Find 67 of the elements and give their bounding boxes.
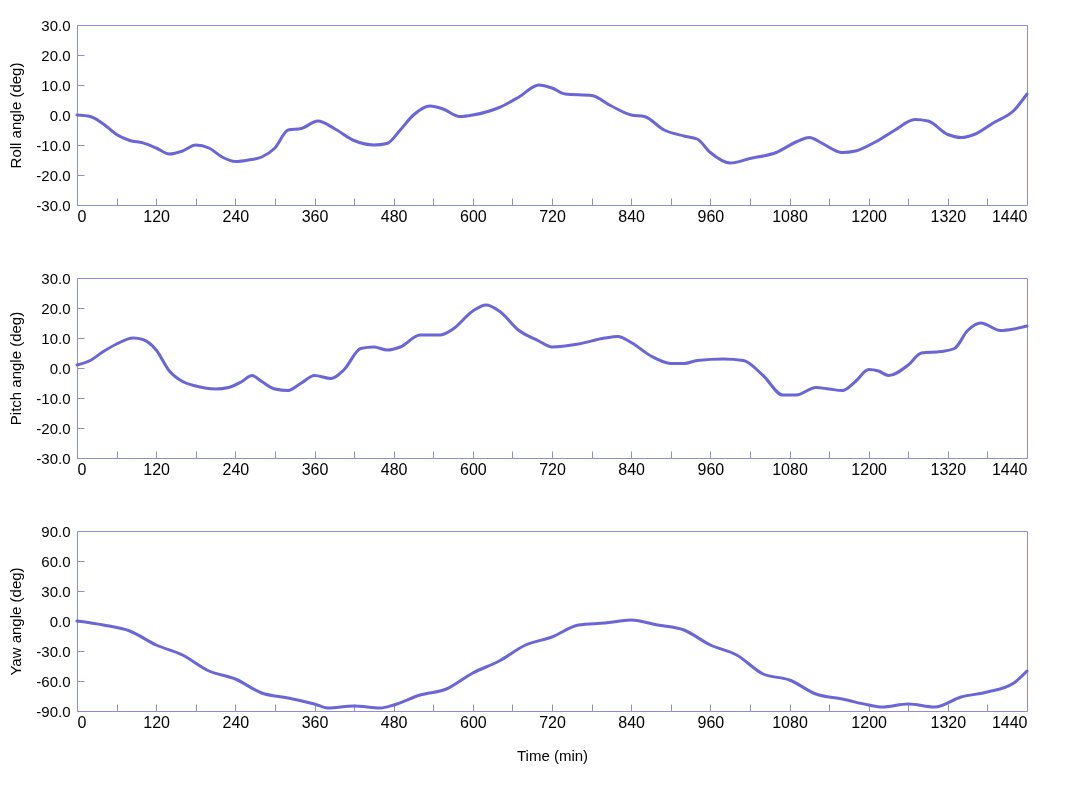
y-axis-title: Pitch angle (deg) <box>7 311 25 426</box>
x-tick-label: 480 <box>380 207 408 225</box>
y-tick-label: -90.0 <box>36 702 71 720</box>
x-tick-label: 720 <box>539 460 566 478</box>
y-tick-label: -10.0 <box>36 389 71 407</box>
x-tick-label: 1320 <box>930 713 967 731</box>
x-tick-label: 960 <box>697 460 725 478</box>
x-tick-label: 840 <box>618 207 646 225</box>
y-tick-label: 30.0 <box>41 16 71 34</box>
x-tick-label: 1200 <box>851 460 888 478</box>
x-tick-label: 840 <box>618 460 646 478</box>
y-tick-label: 0.0 <box>49 106 71 124</box>
x-tick-label: 0 <box>77 713 87 731</box>
x-tick-label: 600 <box>459 713 487 731</box>
x-tick-label: 1320 <box>930 460 967 478</box>
x-tick-label: 240 <box>222 207 250 225</box>
x-tick-label: 0 <box>77 460 87 478</box>
y-tick-label: -30.0 <box>36 642 71 660</box>
x-tick-label: 480 <box>380 713 408 731</box>
x-tick-label: 1080 <box>772 460 808 478</box>
y-axis-title: Yaw angle (deg) <box>7 567 25 676</box>
x-tick-label: 240 <box>222 713 250 731</box>
x-tick-label: 1440 <box>991 460 1028 478</box>
x-tick-label: 360 <box>301 207 329 225</box>
y-axis-title: Roll angle (deg) <box>7 62 25 169</box>
x-tick-label: 1200 <box>851 207 888 225</box>
x-tick-label: 840 <box>618 713 646 731</box>
x-tick-label: 360 <box>301 713 329 731</box>
x-tick-label: 960 <box>697 713 725 731</box>
x-axis-title: Time (min) <box>516 746 589 764</box>
x-tick-label: 600 <box>459 460 487 478</box>
x-tick-label: 240 <box>222 460 250 478</box>
y-tick-label: 30.0 <box>41 269 71 287</box>
x-tick-label: 1440 <box>991 713 1028 731</box>
x-tick-label: 0 <box>77 207 87 225</box>
y-tick-label: -60.0 <box>36 672 71 690</box>
y-tick-label: 10.0 <box>41 76 71 94</box>
x-tick-label: 720 <box>539 713 566 731</box>
y-tick-label: -10.0 <box>36 136 71 154</box>
y-tick-label: -30.0 <box>36 196 71 214</box>
line-series <box>75 83 1029 165</box>
y-tick-label: -20.0 <box>36 166 71 184</box>
y-tick-label: 90.0 <box>41 522 71 540</box>
y-tick-label: 10.0 <box>41 329 71 347</box>
y-tick-label: 20.0 <box>41 299 71 317</box>
x-tick-label: 360 <box>301 460 329 478</box>
y-tick-label: 0.0 <box>49 359 71 377</box>
x-tick-label: 1440 <box>991 207 1028 225</box>
x-tick-label: 480 <box>380 460 408 478</box>
y-tick-label: 0.0 <box>49 612 71 630</box>
y-tick-label: 20.0 <box>41 46 71 64</box>
line-series <box>75 618 1029 710</box>
x-tick-label: 120 <box>143 207 171 225</box>
x-tick-label: 1320 <box>930 207 967 225</box>
x-tick-label: 120 <box>143 460 171 478</box>
y-tick-label: -30.0 <box>36 449 71 467</box>
line-series <box>75 303 1029 397</box>
x-tick-label: 1080 <box>772 713 808 731</box>
y-tick-label: 60.0 <box>41 552 71 570</box>
x-tick-label: 960 <box>697 207 725 225</box>
x-tick-label: 1080 <box>772 207 808 225</box>
y-tick-label: -20.0 <box>36 419 71 437</box>
x-tick-label: 720 <box>539 207 566 225</box>
x-tick-label: 1200 <box>851 713 888 731</box>
x-tick-label: 600 <box>459 207 487 225</box>
y-tick-label: 30.0 <box>41 582 71 600</box>
x-tick-label: 120 <box>143 713 171 731</box>
